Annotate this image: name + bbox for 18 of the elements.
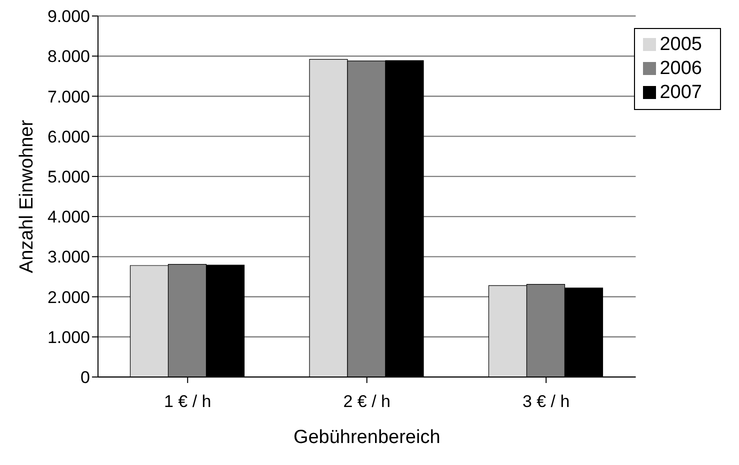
x-tick-label: 1 € / h bbox=[164, 392, 212, 412]
y-tick-label: 3.000 bbox=[47, 248, 90, 267]
y-tick-label: 1.000 bbox=[47, 328, 90, 347]
x-axis-title: Gebührenbereich bbox=[293, 427, 440, 448]
y-tick-label: 7.000 bbox=[47, 87, 90, 106]
y-tick-label: 2.000 bbox=[47, 288, 90, 307]
y-tick-label: 0 bbox=[80, 368, 90, 388]
y-tick-label: 6.000 bbox=[47, 127, 90, 146]
legend-label: 2005 bbox=[660, 34, 702, 55]
legend-label: 2006 bbox=[660, 58, 702, 79]
y-tick-label: 4.000 bbox=[47, 208, 90, 227]
y-tick-label: 8.000 bbox=[47, 47, 90, 66]
y-tick-label: 9.000 bbox=[47, 7, 90, 26]
y-axis-title: Anzahl Einwohner bbox=[16, 119, 38, 274]
x-tick-label: 2 € / h bbox=[343, 392, 390, 412]
x-tick-label: 3 € / h bbox=[522, 392, 570, 412]
legend-label: 2007 bbox=[660, 82, 702, 103]
y-tick-label: 5.000 bbox=[47, 167, 90, 186]
